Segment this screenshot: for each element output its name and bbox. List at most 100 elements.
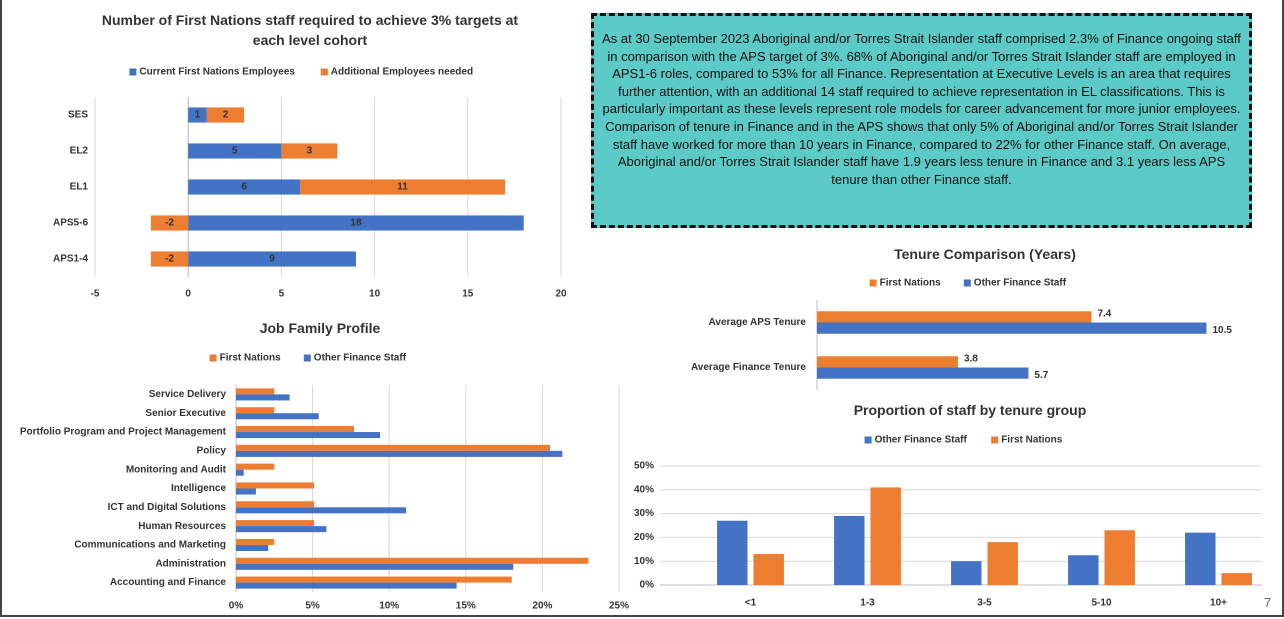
- bar: [236, 413, 319, 420]
- category-label: <1: [745, 598, 757, 609]
- y-tick-label: 40%: [634, 484, 654, 495]
- bar: [236, 426, 354, 433]
- bar: [188, 215, 524, 231]
- bar: [1221, 573, 1252, 585]
- bar: [236, 463, 275, 470]
- category-label: Average Finance Tenure: [691, 362, 806, 373]
- category-label: ICT and Digital Solutions: [108, 502, 227, 513]
- bar: [188, 251, 356, 267]
- x-tick-label: 15: [462, 289, 474, 300]
- category-label: Senior Executive: [145, 408, 226, 419]
- data-label: 5: [232, 146, 238, 157]
- x-tick-label: 5: [279, 289, 285, 300]
- bar: [1104, 530, 1135, 585]
- bar: [236, 444, 551, 451]
- bar: [817, 311, 1092, 323]
- legend-label: First Nations: [1001, 435, 1063, 446]
- legend-swatch: [320, 68, 328, 76]
- x-tick-label: -5: [91, 289, 100, 300]
- data-label: 1: [195, 110, 201, 121]
- legend-swatch: [209, 354, 217, 362]
- category-label: Monitoring and Audit: [126, 464, 227, 475]
- legend-swatch: [991, 436, 999, 444]
- legend-label: Additional Employees needed: [331, 67, 473, 78]
- y-tick-label: 0%: [640, 580, 655, 591]
- text-box: As at 30 September 2023 Aboriginal and/o…: [591, 13, 1252, 228]
- x-tick-label: 0%: [229, 601, 244, 612]
- chart-title: Job Family Profile: [259, 320, 381, 336]
- category-label: Communications and Marketing: [74, 540, 226, 551]
- bar: [817, 322, 1207, 334]
- bar: [236, 388, 275, 395]
- legend-swatch: [129, 68, 137, 76]
- bar: [236, 407, 275, 414]
- legend-label: First Nations: [220, 353, 282, 364]
- bar: [870, 487, 901, 585]
- legend-label: Other Finance Staff: [875, 435, 968, 446]
- data-label: 3: [307, 146, 313, 157]
- legend-swatch: [303, 354, 311, 362]
- bar: [717, 520, 748, 585]
- bar: [236, 563, 514, 570]
- x-tick-label: 20: [555, 289, 567, 300]
- legend-label: Current First Nations Employees: [139, 67, 295, 78]
- bar: [206, 107, 245, 123]
- data-label: -2: [165, 218, 174, 229]
- bar: [753, 554, 784, 585]
- x-tick-label: 10%: [379, 601, 399, 612]
- bar: [236, 488, 256, 495]
- bar: [236, 582, 457, 589]
- page-number: 7: [1264, 595, 1272, 610]
- x-tick-label: 0: [185, 289, 191, 300]
- x-tick-label: 5%: [305, 601, 320, 612]
- x-tick-label: 20%: [532, 601, 552, 612]
- category-label: 3-5: [977, 598, 992, 609]
- data-label: 2: [223, 110, 229, 121]
- category-label: SES: [68, 110, 88, 121]
- bar: [834, 515, 865, 585]
- bar: [236, 482, 315, 489]
- category-label: APS5-6: [53, 218, 88, 229]
- bar: [236, 544, 269, 551]
- category-label: Policy: [197, 446, 227, 457]
- chart-title: Number of First Nations staff required t…: [101, 12, 519, 48]
- chart-title: Tenure Comparison (Years): [894, 246, 1076, 262]
- data-label: 9: [269, 254, 275, 265]
- category-label: APS1-4: [53, 254, 88, 265]
- category-label: 1-3: [860, 598, 875, 609]
- bar: [236, 394, 290, 401]
- bar: [236, 432, 381, 439]
- bar: [987, 542, 1018, 585]
- bar: [281, 143, 338, 159]
- y-tick-label: 10%: [634, 556, 654, 567]
- legend-swatch: [864, 436, 872, 444]
- bar: [817, 367, 1029, 379]
- category-label: EL1: [70, 182, 89, 193]
- bar: [236, 520, 315, 527]
- bar: [817, 356, 958, 368]
- legend-label: Other Finance Staff: [974, 278, 1067, 289]
- data-label: 11: [397, 182, 408, 193]
- data-label: 10.5: [1212, 325, 1232, 336]
- bar: [236, 507, 407, 514]
- category-label: Service Delivery: [149, 389, 227, 400]
- bar: [188, 179, 301, 195]
- category-label: 5-10: [1091, 598, 1111, 609]
- category-label: EL2: [70, 146, 89, 157]
- category-label: Average APS Tenure: [709, 317, 807, 328]
- legend-label: First Nations: [880, 278, 942, 289]
- category-label: Human Resources: [138, 521, 226, 532]
- bar: [236, 469, 244, 476]
- bar: [236, 526, 327, 533]
- bar: [188, 107, 207, 123]
- category-label: Administration: [155, 558, 226, 569]
- data-label: -2: [165, 254, 174, 265]
- bar: [300, 179, 506, 195]
- y-tick-label: 50%: [634, 461, 654, 472]
- data-label: 6: [241, 182, 247, 193]
- bar: [951, 561, 982, 585]
- data-label: 3.8: [964, 354, 978, 365]
